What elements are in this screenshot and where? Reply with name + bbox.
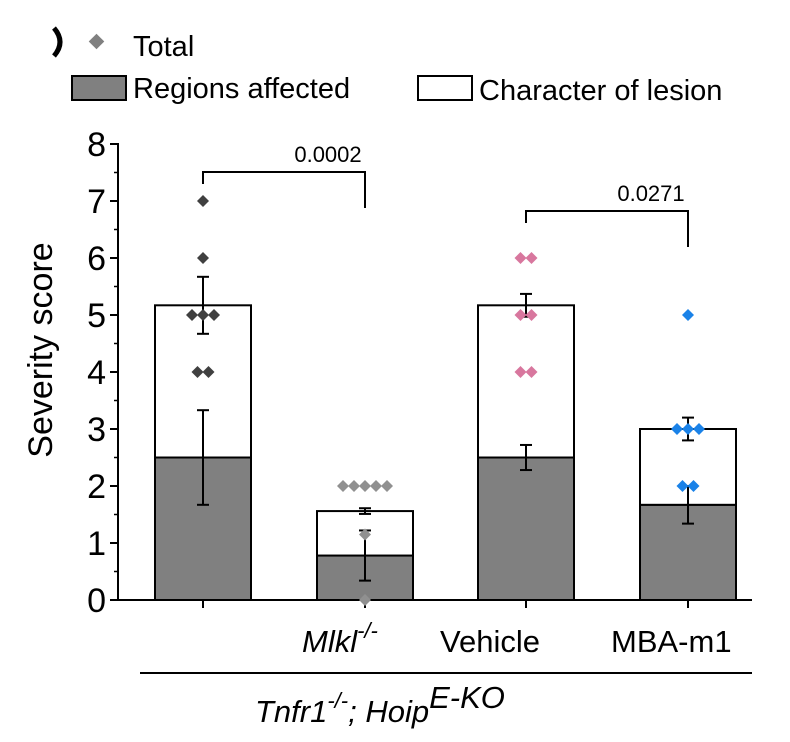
significance-brackets: 0.0002 0.0271: [202, 142, 689, 247]
total-point: [525, 366, 538, 378]
legend-character-label: Character of lesion: [479, 75, 722, 107]
group-label-main: Tnfr1: [255, 694, 327, 729]
x-label-mlkl: Mlkl-/-: [302, 618, 378, 659]
p-value-label: 0.0002: [294, 142, 361, 167]
bar-character: [477, 304, 575, 459]
bracket-line: [525, 210, 689, 247]
y-tick-label: 8: [87, 126, 106, 164]
legend-regions-swatch: [71, 75, 127, 101]
y-tick-label: 4: [87, 354, 106, 392]
total-point: [682, 423, 694, 435]
x-label-mlkl-text: Mlkl: [302, 624, 358, 659]
total-point: [687, 480, 700, 492]
panel-letter-fragment: [52, 26, 63, 58]
total-point: [197, 309, 209, 321]
y-tick-label: 0: [87, 582, 106, 620]
group-label-sup2: E-KO: [429, 680, 505, 715]
total-point: [671, 423, 683, 435]
legend-total-marker: [88, 33, 105, 50]
total-point: [514, 366, 527, 378]
total-point: [676, 480, 689, 492]
total-point: [514, 252, 527, 264]
p-value-label: 0.0271: [617, 181, 684, 206]
total-point: [514, 309, 527, 321]
total-point: [202, 366, 215, 378]
y-tick-label: 7: [87, 183, 106, 221]
error-bars: [197, 275, 694, 582]
y-tick-label: 1: [87, 525, 106, 563]
total-point: [525, 252, 538, 264]
total-point: [359, 528, 371, 541]
total-point: [197, 195, 209, 207]
y-tick-label: 5: [87, 297, 106, 335]
legend-regions-label: Regions affected: [133, 73, 350, 105]
total-point: [208, 309, 220, 321]
x-label-mba: MBA-m1: [611, 624, 732, 659]
total-point: [348, 480, 360, 492]
y-tick-label: 3: [87, 411, 106, 449]
total-point: [359, 594, 371, 606]
group-label: Tnfr1-/-; HoipE-KO: [255, 680, 505, 729]
bars: [154, 304, 737, 601]
total-point: [525, 309, 538, 321]
legend-character-swatch: [417, 75, 473, 101]
group-label-mid: ; Hoip: [348, 694, 429, 729]
legend: Total Regions affected Character of lesi…: [71, 31, 722, 107]
total-point: [186, 309, 198, 321]
bracket-line: [202, 171, 366, 208]
total-point: [337, 480, 349, 492]
total-point: [370, 480, 382, 492]
total-point: [191, 366, 204, 378]
total-point: [682, 309, 694, 321]
bar-regions: [477, 456, 575, 601]
total-point: [197, 252, 209, 264]
total-point: [693, 423, 705, 435]
group-label-sup1: -/-: [327, 688, 348, 713]
x-label-vehicle: Vehicle: [440, 624, 540, 659]
legend-total-label: Total: [133, 31, 194, 63]
x-label-mlkl-sup: -/-: [357, 618, 378, 643]
y-tick-label: 2: [87, 468, 106, 506]
total-point: [359, 480, 371, 492]
y-axis-label: Severity score: [22, 242, 60, 457]
y-tick-label: 6: [87, 240, 106, 278]
data-points: [186, 195, 705, 606]
total-point: [381, 480, 393, 492]
